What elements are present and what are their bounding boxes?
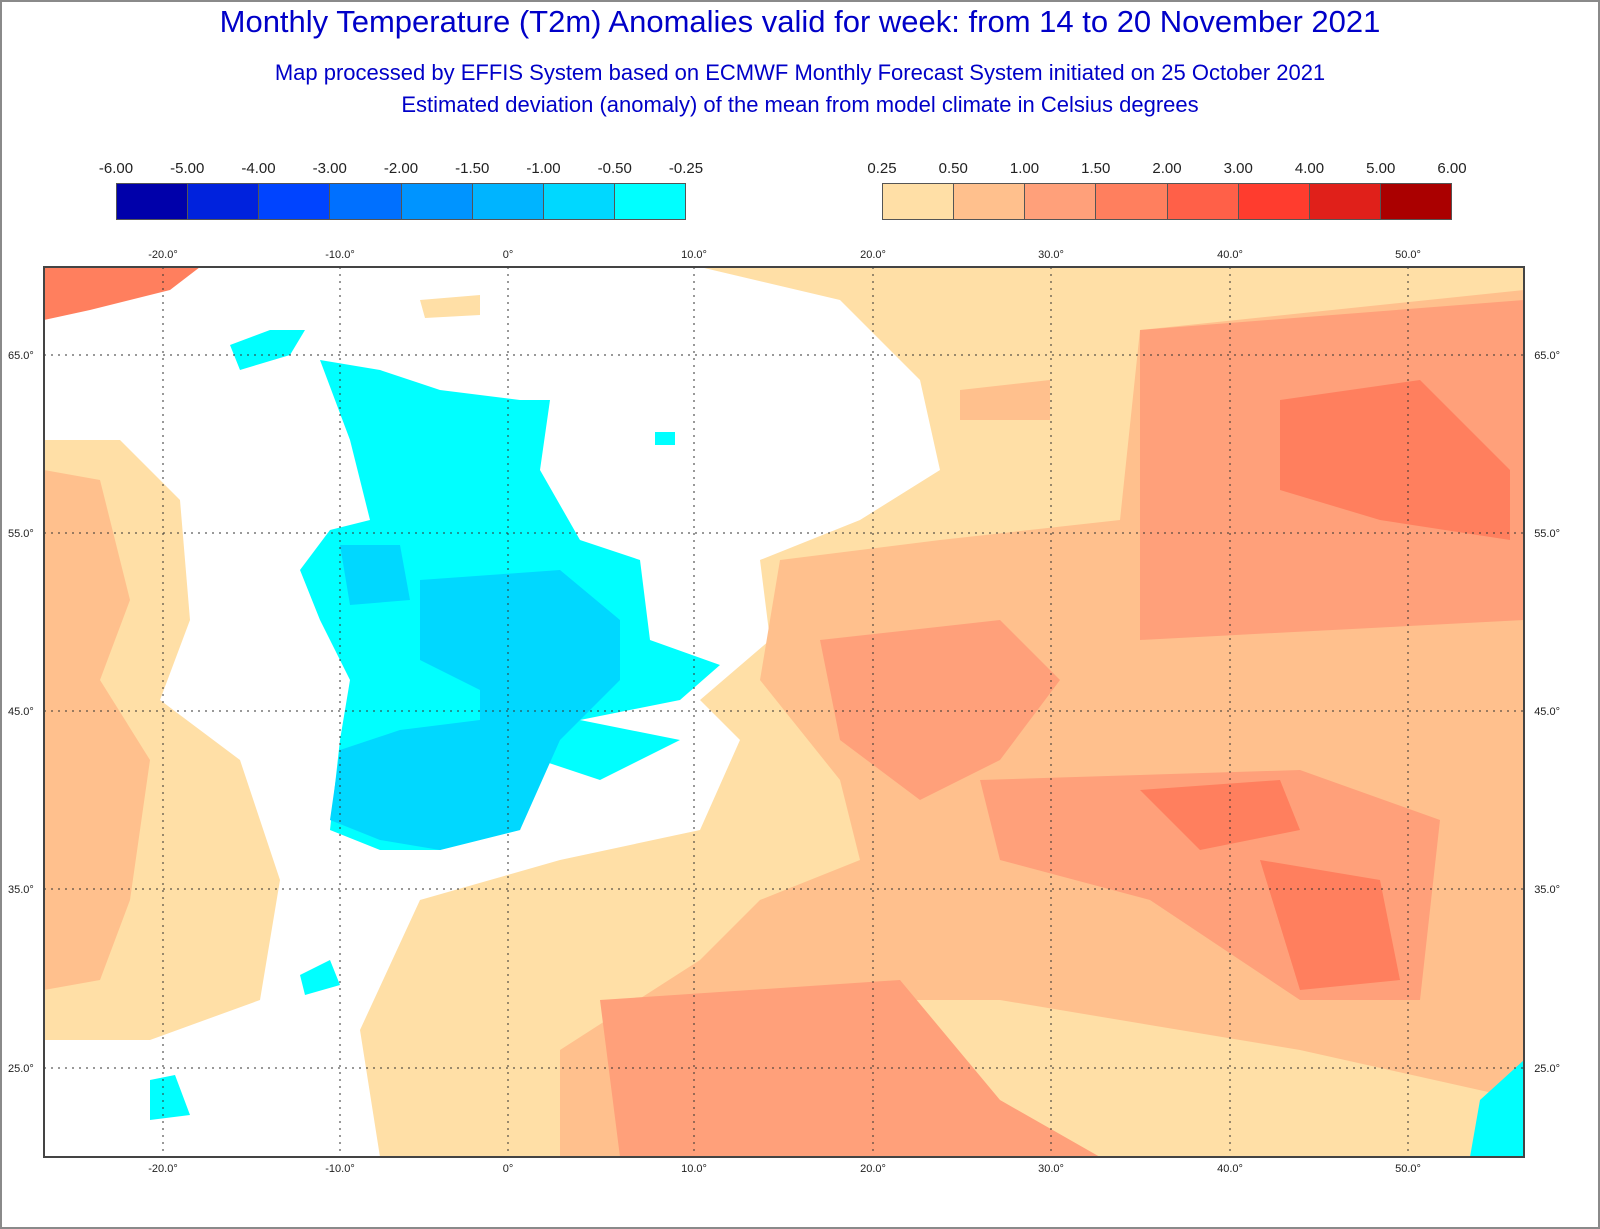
anomaly-area [820, 620, 1060, 800]
legend-label: 3.00 [1223, 160, 1253, 177]
legend-swatch [401, 184, 473, 219]
longitude-label: 0° [503, 1163, 514, 1175]
longitude-label: 20.0° [860, 1163, 886, 1175]
legend-label: 0.50 [938, 160, 968, 177]
legend-label: 1.50 [1081, 160, 1111, 177]
anomaly-area [330, 570, 620, 850]
legend-swatch [1380, 184, 1451, 219]
latitude-label: 35.0° [8, 884, 34, 896]
legend-swatch [543, 184, 615, 219]
map-title: Monthly Temperature (T2m) Anomalies vali… [219, 4, 1381, 39]
legend-positive: 0.25 0.50 1.00 1.50 2.00 3.00 4.00 5.00 6.00 [867, 160, 1467, 220]
legend-label: -2.00 [383, 160, 419, 177]
anomaly-area [340, 545, 410, 605]
legend-swatch [883, 184, 955, 219]
longitude-label: 40.0° [1217, 1163, 1243, 1175]
anomaly-area [44, 267, 200, 320]
anomaly-area [300, 960, 340, 995]
legend-swatch [259, 184, 331, 219]
latitude-label: 25.0° [1534, 1063, 1560, 1075]
anomaly-area [420, 295, 480, 318]
legend-label: 4.00 [1294, 160, 1325, 177]
longitude-label: 0° [503, 249, 514, 261]
longitude-label: -20.0° [148, 249, 177, 261]
longitude-label: 50.0° [1395, 249, 1421, 261]
map-subtitle-units: Estimated deviation (anomaly) of the mea… [401, 92, 1199, 117]
legend-swatch [1238, 184, 1310, 219]
longitude-label: 50.0° [1395, 1163, 1421, 1175]
anomaly-area [1260, 860, 1400, 990]
anomaly-area [1470, 1060, 1524, 1157]
anomaly-area [960, 380, 1050, 420]
anomaly-area [44, 470, 150, 990]
latitude-label: 35.0° [1534, 884, 1560, 896]
legend-label: -1.50 [455, 160, 490, 177]
legend-label: 5.00 [1366, 160, 1396, 177]
longitude-label: 20.0° [860, 249, 886, 261]
legend-label: -0.25 [668, 160, 704, 177]
latitude-label: 65.0° [8, 350, 34, 362]
legend-label: -6.00 [98, 160, 134, 177]
latitude-label: 45.0° [8, 706, 34, 718]
anomaly-area [655, 432, 675, 445]
latitude-label: 45.0° [1534, 706, 1560, 718]
graticule [44, 267, 1524, 1157]
legend-swatch [1096, 184, 1168, 219]
anomaly-area [230, 330, 305, 370]
legend-label: 1.00 [1009, 160, 1040, 177]
longitude-label: 30.0° [1038, 249, 1064, 261]
legend-swatch [1025, 184, 1097, 219]
legend-label: -4.00 [241, 160, 276, 177]
legend-label: -1.00 [526, 160, 561, 177]
latitude-label: 55.0° [1534, 528, 1560, 540]
longitude-label: 30.0° [1038, 1163, 1064, 1175]
longitude-label: -10.0° [325, 249, 354, 261]
legend-label: -3.00 [312, 160, 347, 177]
legend-negative: -6.00 -5.00 -4.00 -3.00 -2.00 -1.50 -1.00 -0.50… [99, 160, 703, 220]
legend-swatch [117, 184, 189, 219]
latitude-label: 65.0° [1534, 350, 1560, 362]
longitude-label: 10.0° [681, 249, 707, 261]
legend-swatch [188, 184, 260, 219]
legend-swatch [472, 184, 544, 219]
legend-swatch [954, 184, 1026, 219]
legend-label: 0.25 [867, 160, 897, 177]
legend-label: -5.00 [170, 160, 205, 177]
legend-swatch [614, 184, 685, 219]
longitude-label: 40.0° [1217, 249, 1243, 261]
legend-label: 2.00 [1152, 160, 1182, 177]
longitude-label: -20.0° [148, 1163, 177, 1175]
longitude-label: -10.0° [325, 1163, 354, 1175]
anomaly-area [1280, 380, 1510, 540]
latitude-label: 55.0° [8, 528, 34, 540]
legend-label: 6.00 [1437, 160, 1467, 177]
anomaly-area [150, 1075, 190, 1120]
legend-swatch [1309, 184, 1381, 219]
legend-swatch [1167, 184, 1239, 219]
map-subtitle: Map processed by EFFIS System based on E… [274, 60, 1326, 85]
legend-swatch [330, 184, 402, 219]
anomaly-area [1140, 780, 1300, 850]
latitude-label: 25.0° [8, 1063, 34, 1075]
map-border [43, 266, 1525, 1158]
longitude-label: 10.0° [681, 1163, 707, 1175]
legend-label: -0.50 [597, 160, 632, 177]
